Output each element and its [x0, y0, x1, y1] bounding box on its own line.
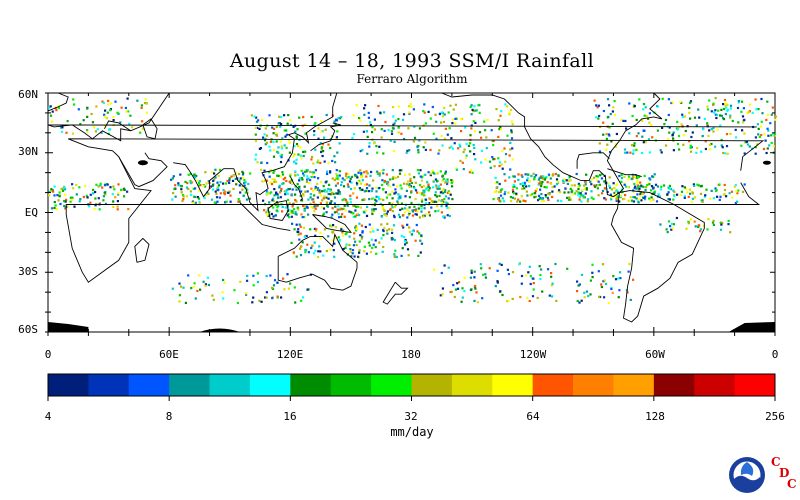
antarctica-east	[728, 322, 775, 332]
colorbar-swatch-12	[532, 374, 574, 396]
lat-label-60n: 60N	[18, 88, 38, 101]
coastline-18	[134, 237, 150, 263]
lon-label-60w: 60W	[645, 348, 665, 361]
cdc-letter-d: D	[779, 466, 790, 480]
axis-ticks	[45, 92, 776, 336]
coastline-13	[441, 92, 663, 198]
map-frame	[47, 92, 776, 333]
coastline-10	[289, 176, 303, 201]
coastlines	[47, 92, 775, 332]
lon-label-0: 0	[44, 348, 52, 361]
lat-label-30n: 30N	[18, 145, 38, 158]
colorbar-label-32: 32	[404, 410, 418, 423]
colorbar-units: mm/day	[390, 425, 434, 439]
colorbar-swatch-16	[694, 374, 736, 396]
colorbar-swatch-13	[573, 374, 614, 396]
colorbar-label-256: 256	[765, 410, 785, 423]
map-title: August 14 – 18, 1993 SSM/I Rainfall	[229, 50, 595, 72]
colorbar-label-16: 16	[283, 410, 297, 423]
coastline-5	[233, 92, 338, 212]
colorbar-label-128: 128	[645, 410, 665, 423]
colorbar-swatch-14	[613, 374, 655, 396]
colorbar-swatch-17	[734, 374, 776, 396]
coastline-9	[312, 214, 352, 233]
colorbar-swatch-3	[169, 374, 210, 396]
coastline-20	[142, 118, 158, 140]
colorbar-swatch-7	[330, 374, 372, 396]
antarctica-west	[48, 322, 89, 332]
coastline-3	[118, 152, 168, 188]
colorbar-swatch-10	[451, 374, 493, 396]
lat-label-60s: 60S	[18, 323, 38, 336]
coastline-8	[267, 200, 289, 221]
colorbar-label-4: 4	[44, 410, 52, 423]
coastline-0	[65, 138, 765, 283]
colorbar-swatch-11	[492, 374, 534, 396]
lon-label-120w: 120W	[519, 348, 547, 361]
colorbar-swatch-2	[128, 374, 170, 396]
colorbar-label-64: 64	[526, 410, 540, 423]
lon-label-0-east: 0	[771, 348, 779, 361]
colorbar-swatch-5	[249, 374, 291, 396]
coastline-6	[310, 122, 341, 152]
cdc-letter-c2: C	[787, 477, 797, 491]
coastline-4	[173, 162, 234, 198]
lon-label-120e: 120E	[276, 348, 304, 361]
coastline-15	[607, 168, 642, 178]
coastline-12	[382, 281, 409, 305]
lon-label-180: 180	[401, 348, 421, 361]
coastline-16	[610, 190, 705, 323]
colorbar-swatch-0	[48, 374, 89, 396]
coastline-19	[104, 120, 132, 132]
cdc-letter-c1: C	[771, 455, 781, 469]
inland-feature	[137, 160, 148, 166]
lon-label-60e: 60E	[159, 348, 179, 361]
coastline-11	[277, 232, 358, 291]
lat-label-eq: EQ	[24, 206, 38, 219]
colorbar-swatch-15	[653, 374, 695, 396]
coastline-2	[47, 92, 69, 112]
colorbar-swatch-1	[88, 374, 130, 396]
coastline-1	[47, 92, 757, 142]
map-subtitle: Ferraro Algorithm	[356, 72, 468, 86]
colorbar-label-8: 8	[165, 410, 173, 423]
colorbar-swatch-8	[371, 374, 412, 396]
colorbar-swatch-6	[290, 374, 332, 396]
inland-feature-west-africa	[762, 160, 771, 165]
colorbar-swatch-9	[411, 374, 453, 396]
rainfall-field	[48, 97, 777, 305]
noaa-logo-icon	[729, 457, 765, 493]
lat-label-30s: 30S	[18, 265, 38, 278]
coastline-14	[576, 152, 610, 169]
coastline-7	[239, 202, 291, 231]
colorbar-swatch-4	[209, 374, 251, 396]
colorbar	[47, 373, 776, 401]
